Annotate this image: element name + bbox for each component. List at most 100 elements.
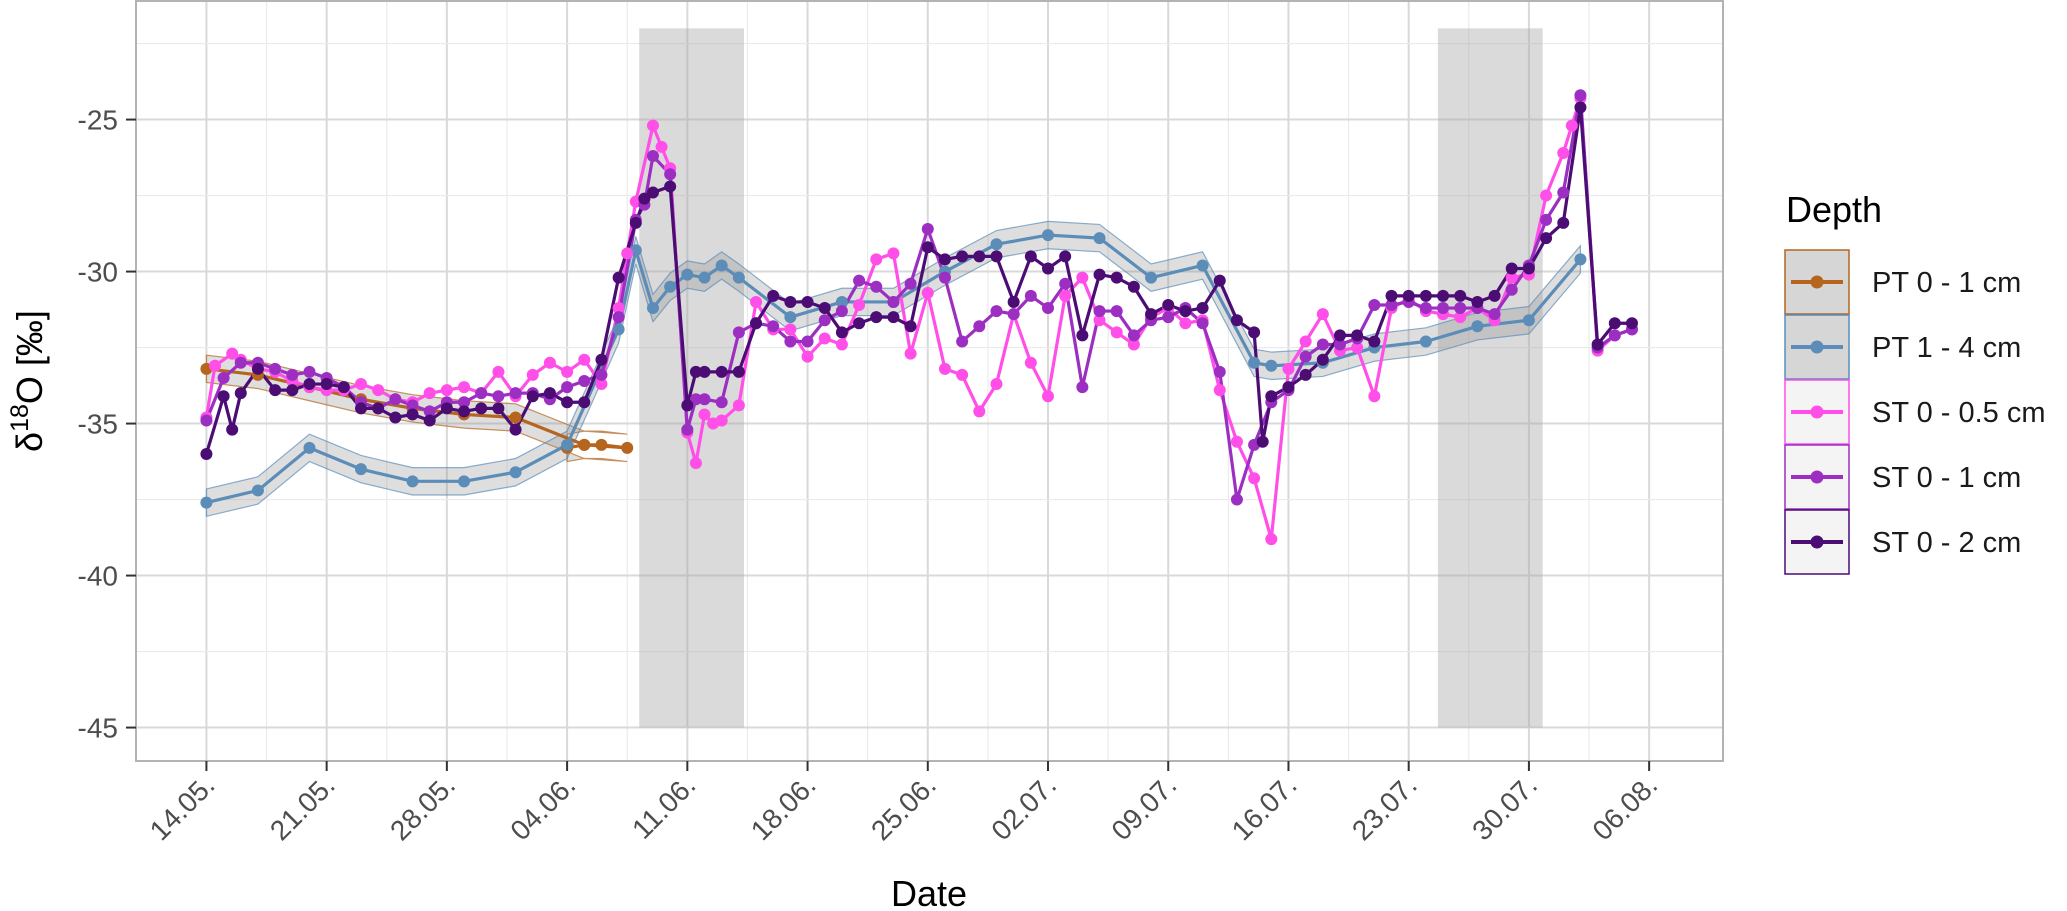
data-point	[1213, 384, 1226, 397]
data-point	[732, 399, 745, 412]
series-line-4	[204, 105, 1632, 455]
data-point	[1505, 283, 1518, 296]
data-point	[1351, 341, 1364, 354]
y-tick-label: -35	[78, 409, 118, 440]
data-point	[681, 399, 694, 412]
data-point	[1042, 390, 1055, 403]
data-point	[870, 253, 883, 266]
y-tick-label: -30	[78, 257, 118, 288]
data-point	[1557, 216, 1570, 229]
data-point	[904, 320, 917, 333]
data-point	[1333, 329, 1346, 342]
data-point	[818, 314, 831, 327]
data-point	[1265, 390, 1278, 403]
data-point	[561, 381, 574, 394]
data-point	[1385, 289, 1398, 302]
data-point	[200, 414, 213, 427]
data-point	[1574, 89, 1587, 102]
data-point	[1042, 302, 1055, 315]
data-point	[664, 168, 677, 181]
data-point	[286, 368, 299, 381]
data-point	[389, 411, 402, 424]
data-point	[286, 384, 299, 397]
legend-key-point	[1810, 340, 1824, 354]
data-point	[1625, 317, 1638, 330]
data-point	[938, 271, 951, 284]
legend-item: ST 0 - 1 cm	[1784, 444, 2021, 510]
x-tick-label: 06.08.	[1586, 769, 1663, 846]
series-points	[200, 89, 1638, 546]
data-point	[217, 390, 230, 403]
data-point	[784, 323, 797, 336]
data-point	[921, 241, 934, 254]
data-point	[1265, 359, 1278, 372]
data-point	[1437, 302, 1450, 315]
data-point	[320, 378, 333, 391]
data-point	[853, 317, 866, 330]
data-point	[406, 399, 419, 412]
data-point	[621, 441, 634, 454]
data-point	[732, 271, 745, 284]
legend-items: PT 0 - 1 cm PT 1 - 4 cm ST 0 - 0.5 cm ST 0 …	[1784, 249, 2046, 575]
data-point	[689, 393, 702, 406]
data-point	[921, 286, 934, 299]
data-point	[595, 378, 608, 391]
plot-border	[135, 0, 1724, 762]
data-point	[904, 347, 917, 360]
data-point	[1574, 253, 1587, 266]
data-point	[1522, 314, 1535, 327]
data-point	[938, 253, 951, 266]
data-point	[303, 378, 316, 391]
data-point	[1282, 362, 1295, 375]
data-point	[372, 402, 385, 415]
data-point	[1076, 381, 1089, 394]
data-point	[1522, 262, 1535, 275]
data-point	[1059, 277, 1072, 290]
data-point	[698, 365, 711, 378]
legend-key-point	[1810, 405, 1824, 419]
data-point	[1007, 308, 1020, 321]
data-point	[818, 332, 831, 345]
data-point	[1333, 338, 1346, 351]
y-axis-title-superscript: 18	[6, 404, 34, 432]
y-axis-title-rest: O [‰]	[9, 310, 50, 404]
plot-area	[135, 0, 1724, 762]
data-point	[698, 408, 711, 421]
data-point	[973, 320, 986, 333]
data-point	[1557, 147, 1570, 159]
data-point	[1213, 274, 1226, 287]
data-point	[1076, 271, 1089, 284]
data-point	[612, 271, 625, 284]
data-point	[835, 326, 848, 339]
data-point	[1419, 302, 1432, 315]
data-point	[200, 447, 213, 460]
data-point	[1316, 353, 1329, 366]
data-point	[715, 414, 728, 427]
data-point	[217, 371, 230, 384]
data-point	[1179, 305, 1192, 318]
data-point	[234, 356, 247, 369]
data-point	[389, 393, 402, 406]
data-point	[664, 180, 677, 193]
data-point	[664, 280, 677, 293]
data-point	[870, 280, 883, 293]
x-tick-label: 02.07.	[985, 769, 1062, 846]
data-point	[423, 405, 436, 418]
data-point	[354, 463, 367, 476]
data-point	[1110, 271, 1123, 284]
data-point	[1505, 262, 1518, 275]
legend-key-point	[1810, 470, 1824, 484]
data-point	[509, 411, 522, 424]
x-tick-label: 25.06.	[865, 769, 942, 846]
data-point	[406, 408, 419, 421]
data-point	[1419, 335, 1432, 348]
data-point	[226, 347, 239, 360]
data-point	[1454, 289, 1467, 302]
x-tick-label: 30.07.	[1466, 769, 1543, 846]
legend-item: PT 0 - 1 cm	[1784, 249, 2021, 315]
data-point	[870, 311, 883, 324]
x-axis-title: Date	[891, 873, 967, 911]
data-point	[337, 381, 350, 394]
data-point	[1076, 329, 1089, 342]
data-point	[715, 396, 728, 409]
